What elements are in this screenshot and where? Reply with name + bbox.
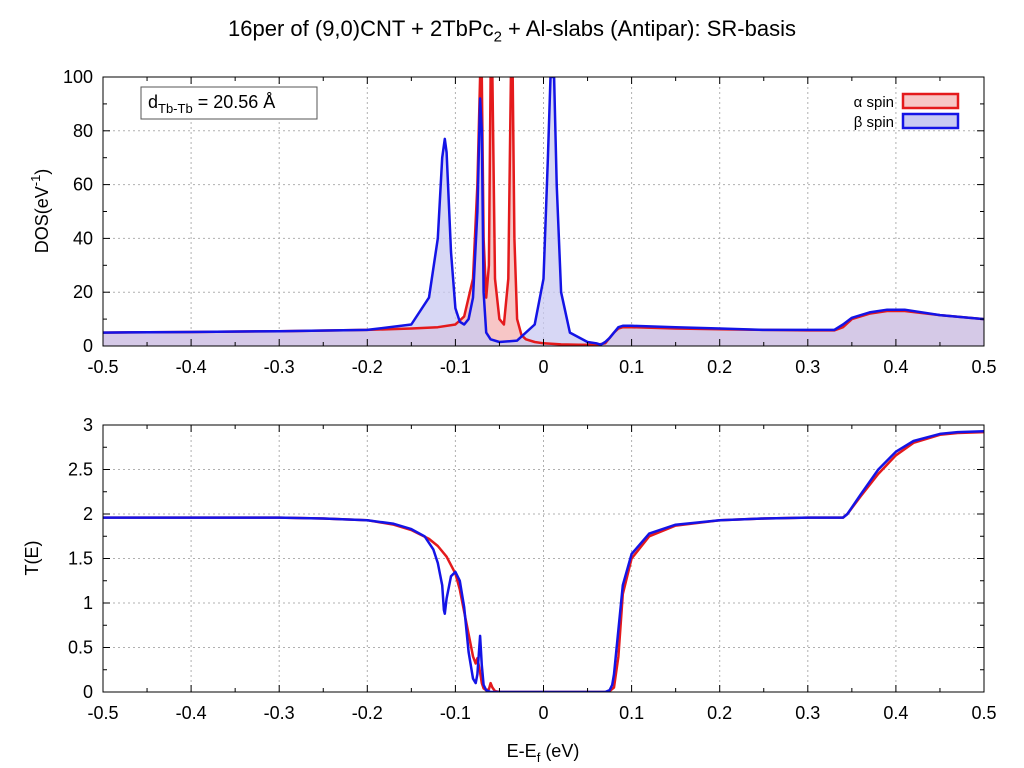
transmission-x-tick-label: 0 <box>538 703 548 723</box>
dos-beta-line <box>103 77 984 346</box>
dos-x-tick-label: 0.2 <box>707 357 732 377</box>
legend-swatch-alpha <box>901 92 960 110</box>
dos-x-tick-label: 0.4 <box>883 357 908 377</box>
transmission-x-tick-label: 0.2 <box>707 703 732 723</box>
transmission-x-tick-label: -0.4 <box>176 703 207 723</box>
transmission-ticks: -0.5 -0.4 -0.3 -0.2 -0.1 0 0.1 0.2 0.3 0.4 0.5 0 0.5… <box>68 415 997 723</box>
transmission-grid <box>103 425 984 692</box>
dos-x-tick-label: -0.3 <box>264 357 295 377</box>
transmission-y-tick-label: 0 <box>83 682 93 702</box>
dos-x-tick-label: 0.5 <box>971 357 996 377</box>
legend-swatch-beta <box>901 112 960 130</box>
transmission-y-tick-label: 2 <box>83 504 93 524</box>
transmission-x-tick-label: -0.3 <box>264 703 295 723</box>
dos-x-tick-label: 0 <box>538 357 548 377</box>
legend: α spin β spin <box>854 92 960 131</box>
dos-x-tick-label: -0.4 <box>176 357 207 377</box>
transmission-x-tick-label: 0.4 <box>883 703 908 723</box>
chart-title-main: 16per of (9,0)CNT + 2TbPc <box>228 16 494 41</box>
dos-ticks: -0.5 -0.4 -0.3 -0.2 -0.1 0 0.1 0.2 0.3 0.4 0.5 0 20 4… <box>63 67 997 377</box>
annotation-prefix: d <box>148 92 158 112</box>
transmission-x-tick-label: -0.2 <box>352 703 383 723</box>
x-label-main: E-E <box>507 741 537 761</box>
chart-title: 16per of (9,0)CNT + 2TbPc2 + Al-slabs (A… <box>0 16 1024 45</box>
annotation-box: dTb-Tb = 20.56 Å <box>140 86 318 120</box>
transmission-beta-line <box>103 429 984 692</box>
dos-y-tick-label: 60 <box>73 175 93 195</box>
transmission-x-tick-label: -0.5 <box>87 703 118 723</box>
dos-y-axis-label: DOS(eV-1) <box>28 169 52 254</box>
transmission-y-tick-label: 1 <box>83 593 93 613</box>
dos-y-label-superscript: -1 <box>28 175 43 187</box>
dos-panel: -0.5 -0.4 -0.3 -0.2 -0.1 0 0.1 0.2 0.3 0.4 0.5 0 20 4… <box>28 67 997 377</box>
dos-y-tick-label: 0 <box>83 336 93 356</box>
x-label-end: (eV) <box>540 741 579 761</box>
dos-lines <box>103 77 984 346</box>
transmission-y-tick-label: 3 <box>83 415 93 435</box>
chart-title-subscript: 2 <box>493 28 502 46</box>
dos-y-tick-label: 40 <box>73 228 93 248</box>
dos-y-tick-label: 80 <box>73 121 93 141</box>
transmission-lines <box>103 429 984 692</box>
dos-x-tick-label: -0.2 <box>352 357 383 377</box>
transmission-y-tick-label: 0.5 <box>68 638 93 658</box>
dos-x-tick-label: 0.1 <box>619 357 644 377</box>
legend-label-beta: β spin <box>854 114 894 131</box>
svg-text:dTb-Tb = 20.56 Å: dTb-Tb = 20.56 Å <box>148 92 275 116</box>
transmission-y-tick-label: 1.5 <box>68 549 93 569</box>
dos-y-tick-label: 20 <box>73 282 93 302</box>
dos-x-tick-label: -0.5 <box>87 357 118 377</box>
x-label-subscript: f <box>537 750 541 765</box>
transmission-panel: -0.5 -0.4 -0.3 -0.2 -0.1 0 0.1 0.2 0.3 0.4 0.5 0 0.5… <box>22 415 997 765</box>
dos-y-label-end: ) <box>32 169 52 175</box>
legend-label-alpha: α spin <box>854 94 894 111</box>
transmission-x-tick-label: 0.3 <box>795 703 820 723</box>
dos-y-tick-label: 100 <box>63 67 93 87</box>
x-axis-label: E-Ef (eV) <box>507 741 580 765</box>
transmission-y-tick-label: 2.5 <box>68 460 93 480</box>
transmission-x-tick-label: -0.1 <box>440 703 471 723</box>
dos-fills <box>103 77 984 346</box>
dos-x-tick-label: 0.3 <box>795 357 820 377</box>
dos-beta-area <box>103 77 984 346</box>
annotation-subscript: Tb-Tb <box>158 101 193 116</box>
chart-title-rest: + Al-slabs (Antipar): SR-basis <box>501 16 796 41</box>
transmission-x-tick-label: 0.5 <box>971 703 996 723</box>
annotation-suffix: = 20.56 Å <box>193 92 276 112</box>
transmission-x-tick-label: 0.1 <box>619 703 644 723</box>
dos-y-label-main: DOS(eV <box>32 186 52 253</box>
transmission-y-axis-label: T(E) <box>22 541 42 576</box>
dos-x-tick-label: -0.1 <box>440 357 471 377</box>
